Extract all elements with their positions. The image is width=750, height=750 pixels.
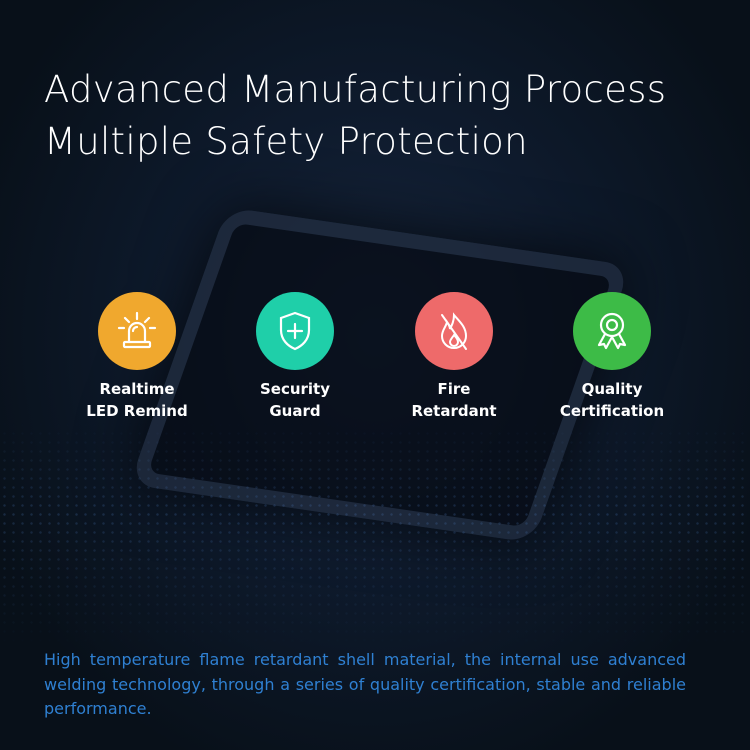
feature-label-2: LED Remind (86, 402, 188, 420)
feature-label-1: Fire (437, 380, 471, 398)
description-text: High temperature flame retardant shell m… (44, 650, 686, 718)
shield-plus-icon (256, 292, 334, 370)
circuit-dots-background (0, 420, 750, 650)
feature-label-1: Security (259, 380, 331, 398)
headline-line-2: Multiple Safety Protection (44, 120, 528, 163)
award-ribbon-icon (573, 292, 651, 370)
feature-label-2: Guard (269, 402, 321, 420)
feature-quality-certification: Quality Certification (532, 292, 692, 422)
feature-security-guard: Security Guard (215, 292, 375, 422)
feature-fire-retardant: Fire Retardant (374, 292, 534, 422)
feature-label-1: Quality (581, 380, 643, 398)
feature-label-2: Retardant (411, 402, 497, 420)
siren-icon (98, 292, 176, 370)
headline-line-1: Advanced Manufacturing Process (44, 68, 667, 111)
feature-label-2: Certification (559, 402, 665, 420)
no-fire-icon (415, 292, 493, 370)
feature-label-1: Realtime (99, 380, 175, 398)
feature-realtime-led: Realtime LED Remind (57, 292, 217, 422)
